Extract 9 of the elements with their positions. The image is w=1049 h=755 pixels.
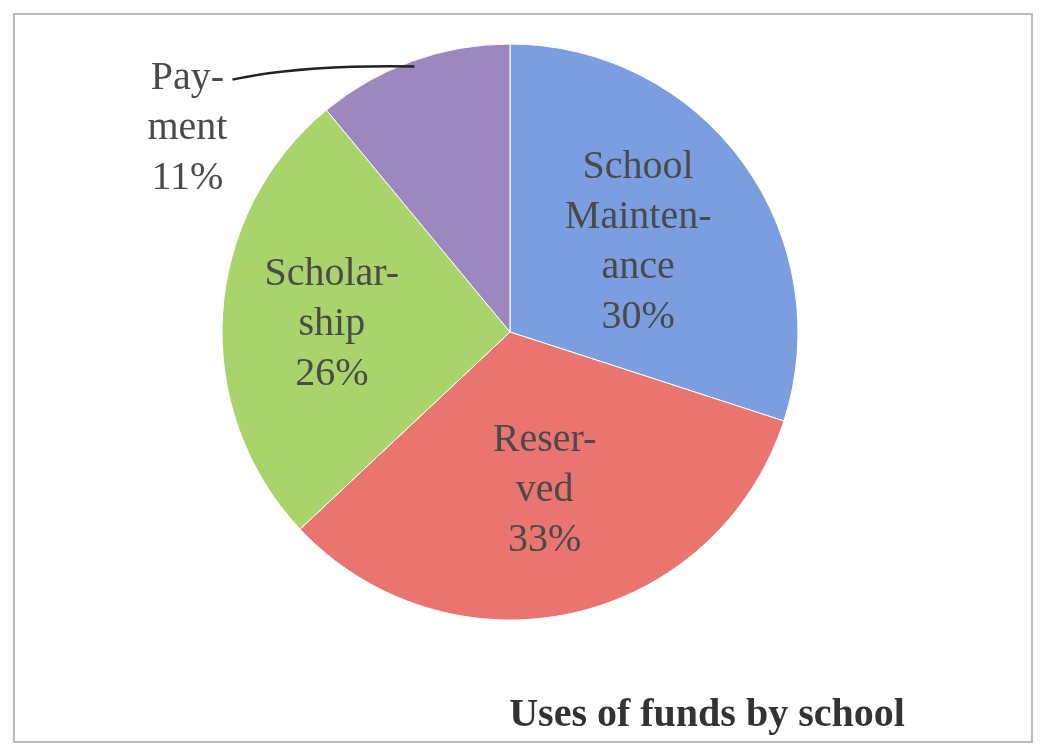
slice-label: Scholar- ship (264, 248, 400, 344)
data-label: 11% (151, 152, 224, 198)
data-label: 26% (295, 348, 369, 394)
data-label: 33% (507, 514, 582, 560)
slice-label: School Mainten- ance (564, 141, 712, 287)
slice-label: Pay- ment (147, 52, 228, 148)
text: Uses of funds by school (509, 690, 905, 735)
slice-label: Reser- ved (492, 414, 597, 510)
data-label: 30% (601, 291, 675, 337)
